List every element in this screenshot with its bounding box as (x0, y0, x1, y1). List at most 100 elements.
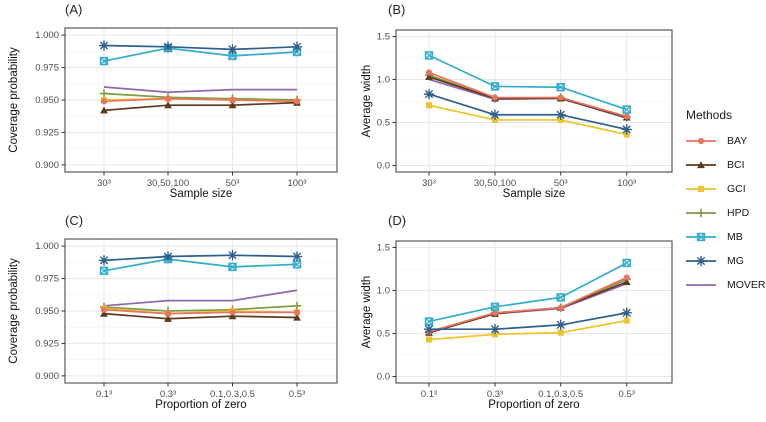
svg-text:100³: 100³ (287, 178, 306, 189)
panel-b-tag: (B) (388, 2, 406, 17)
svg-text:1.000: 1.000 (35, 241, 59, 252)
series-bay (425, 69, 630, 120)
series-mover (103, 86, 297, 94)
legend-entry-mb: MB (684, 225, 766, 249)
svg-text:1.0: 1.0 (377, 285, 390, 296)
series-mg (98, 40, 303, 55)
axis-ticks-and-labels: 1.000 0.975 0.950 0.925 0.900 30³ 30,50,100 50³… (35, 30, 306, 189)
svg-text:0.975: 0.975 (35, 63, 59, 74)
svg-text:0.3³: 0.3³ (487, 389, 503, 400)
svg-text:0.3³: 0.3³ (160, 389, 176, 400)
svg-text:0.5³: 0.5³ (619, 389, 635, 400)
panel-c-x-axis-title: Proportion of zero (155, 399, 247, 411)
svg-text:1.5: 1.5 (377, 242, 390, 253)
svg-text:0.900: 0.900 (35, 160, 59, 171)
legend-entry-mg: MG (684, 249, 766, 273)
series-mg (423, 88, 633, 135)
svg-text:1.000: 1.000 (35, 30, 59, 41)
panel-c-plot: 1.000 0.975 0.950 0.925 0.900 0.1³ 0.3³ 0.1,0.3… (35, 238, 338, 400)
square-marker-icon (686, 186, 716, 192)
panel-a-plot: 1.000 0.975 0.950 0.925 0.900 30³ 30,50,100 50³… (35, 27, 338, 189)
series-bci (100, 309, 301, 322)
panel-c: (C) Coverage probability 1.000 0.975 0.950… (0, 211, 383, 422)
axis-ticks-and-labels: 1.5 1.0 0.5 0.0 30³ 30,50,100 50³ 100³ (377, 31, 636, 189)
svg-text:0.975: 0.975 (35, 274, 59, 285)
panel-d-tag: (D) (388, 213, 407, 228)
axis-ticks-and-labels: 1.000 0.975 0.950 0.925 0.900 0.1³ 0.3³ 0.1,0.3… (35, 241, 305, 400)
legend-entry-bay: BAY (684, 129, 766, 153)
series-bay (100, 306, 301, 317)
svg-text:0.900: 0.900 (35, 371, 59, 382)
svg-text:100³: 100³ (617, 178, 636, 189)
series-group (423, 51, 633, 138)
legend-entries: BAY BCI GCI HPD MB MG MOVER (684, 129, 766, 297)
circle-marker-icon (686, 137, 716, 145)
svg-text:0.1,0.3,0.5: 0.1,0.3,0.5 (538, 389, 583, 400)
panel-b-x-axis-title: Sample size (502, 188, 566, 200)
panel-a-x-axis-title: Sample size (169, 188, 233, 200)
panel-d: (D) Average width 1.5 1.0 0.5 0.0 0.1³ 0.3³ 0.… (350, 211, 685, 422)
legend: Methods BAY BCI GCI HPD MB MG MOVER (684, 108, 766, 297)
svg-text:30³: 30³ (422, 178, 436, 189)
panel-d-plot: 1.5 1.0 0.5 0.0 0.1³ 0.3³ 0.1,0.3,0.5 0.5³ (377, 240, 673, 400)
svg-text:1.5: 1.5 (377, 31, 390, 42)
series-bay (100, 95, 301, 105)
svg-text:30³: 30³ (97, 178, 111, 189)
legend-entry-bci: BCI (684, 153, 766, 177)
legend-label: MB (727, 231, 743, 243)
panel-b: (B) Average width 1.5 1.0 0.5 0.0 30³ 30,50,1… (350, 0, 685, 211)
panel-b-plot: 1.5 1.0 0.5 0.0 30³ 30,50,100 50³ 100³ (377, 29, 673, 189)
panel-d-y-axis-title: Average width (361, 275, 373, 349)
legend-title: Methods (686, 108, 733, 122)
panel-a-y-axis-title: Coverage probability (8, 47, 20, 153)
svg-text:0.5: 0.5 (377, 118, 390, 129)
svg-text:0.925: 0.925 (35, 127, 59, 138)
svg-text:0.0: 0.0 (377, 372, 390, 383)
svg-text:0.5: 0.5 (377, 329, 390, 340)
series-group (98, 249, 303, 322)
svg-text:0.1,0.3,0.5: 0.1,0.3,0.5 (210, 389, 255, 400)
series-mb (424, 258, 631, 326)
legend-label: BCI (727, 159, 745, 171)
square-cross-marker-icon (686, 232, 716, 242)
svg-text:0.0: 0.0 (377, 161, 390, 172)
panel-c-tag: (C) (65, 213, 84, 228)
panel-border (395, 29, 673, 173)
panel-border (395, 240, 673, 384)
legend-label: GCI (727, 183, 746, 195)
series-group (98, 40, 303, 114)
svg-text:1.0: 1.0 (377, 74, 390, 85)
panel-d-x-axis-title: Proportion of zero (488, 399, 580, 411)
svg-text:50³: 50³ (554, 178, 568, 189)
legend-label: HPD (727, 207, 750, 219)
legend-entry-mover: MOVER (684, 273, 766, 297)
svg-text:50³: 50³ (226, 178, 240, 189)
series-mover (103, 289, 298, 307)
svg-text:0.1³: 0.1³ (96, 389, 112, 400)
legend-entry-hpd: HPD (684, 201, 766, 225)
series-mg (98, 249, 303, 266)
svg-text:30,50,100: 30,50,100 (147, 178, 189, 189)
legend-entry-gci: GCI (684, 177, 766, 201)
plus-marker-icon (686, 208, 716, 218)
legend-label: BAY (727, 135, 748, 147)
asterisk-marker-icon (686, 255, 716, 267)
svg-text:0.925: 0.925 (35, 338, 59, 349)
svg-text:0.1³: 0.1³ (421, 389, 437, 400)
svg-text:0.5³: 0.5³ (289, 389, 305, 400)
legend-label: MG (727, 255, 744, 267)
panel-b-y-axis-title: Average width (361, 64, 373, 138)
panel-a: (A) Coverage probability 1.000 0.975 0.950… (0, 0, 383, 211)
triangle-marker-icon (686, 161, 716, 169)
line-swatch (686, 284, 716, 286)
series-group (423, 258, 633, 343)
svg-text:0.950: 0.950 (35, 306, 59, 317)
panel-c-y-axis-title: Coverage probability (8, 258, 20, 364)
axis-ticks-and-labels: 1.5 1.0 0.5 0.0 0.1³ 0.3³ 0.1,0.3,0.5 0.5³ (377, 242, 635, 400)
legend-label: MOVER (727, 279, 766, 291)
svg-text:0.950: 0.950 (35, 95, 59, 106)
series-mb (424, 51, 631, 114)
svg-text:30,50,100: 30,50,100 (474, 178, 516, 189)
panel-a-tag: (A) (65, 2, 83, 17)
